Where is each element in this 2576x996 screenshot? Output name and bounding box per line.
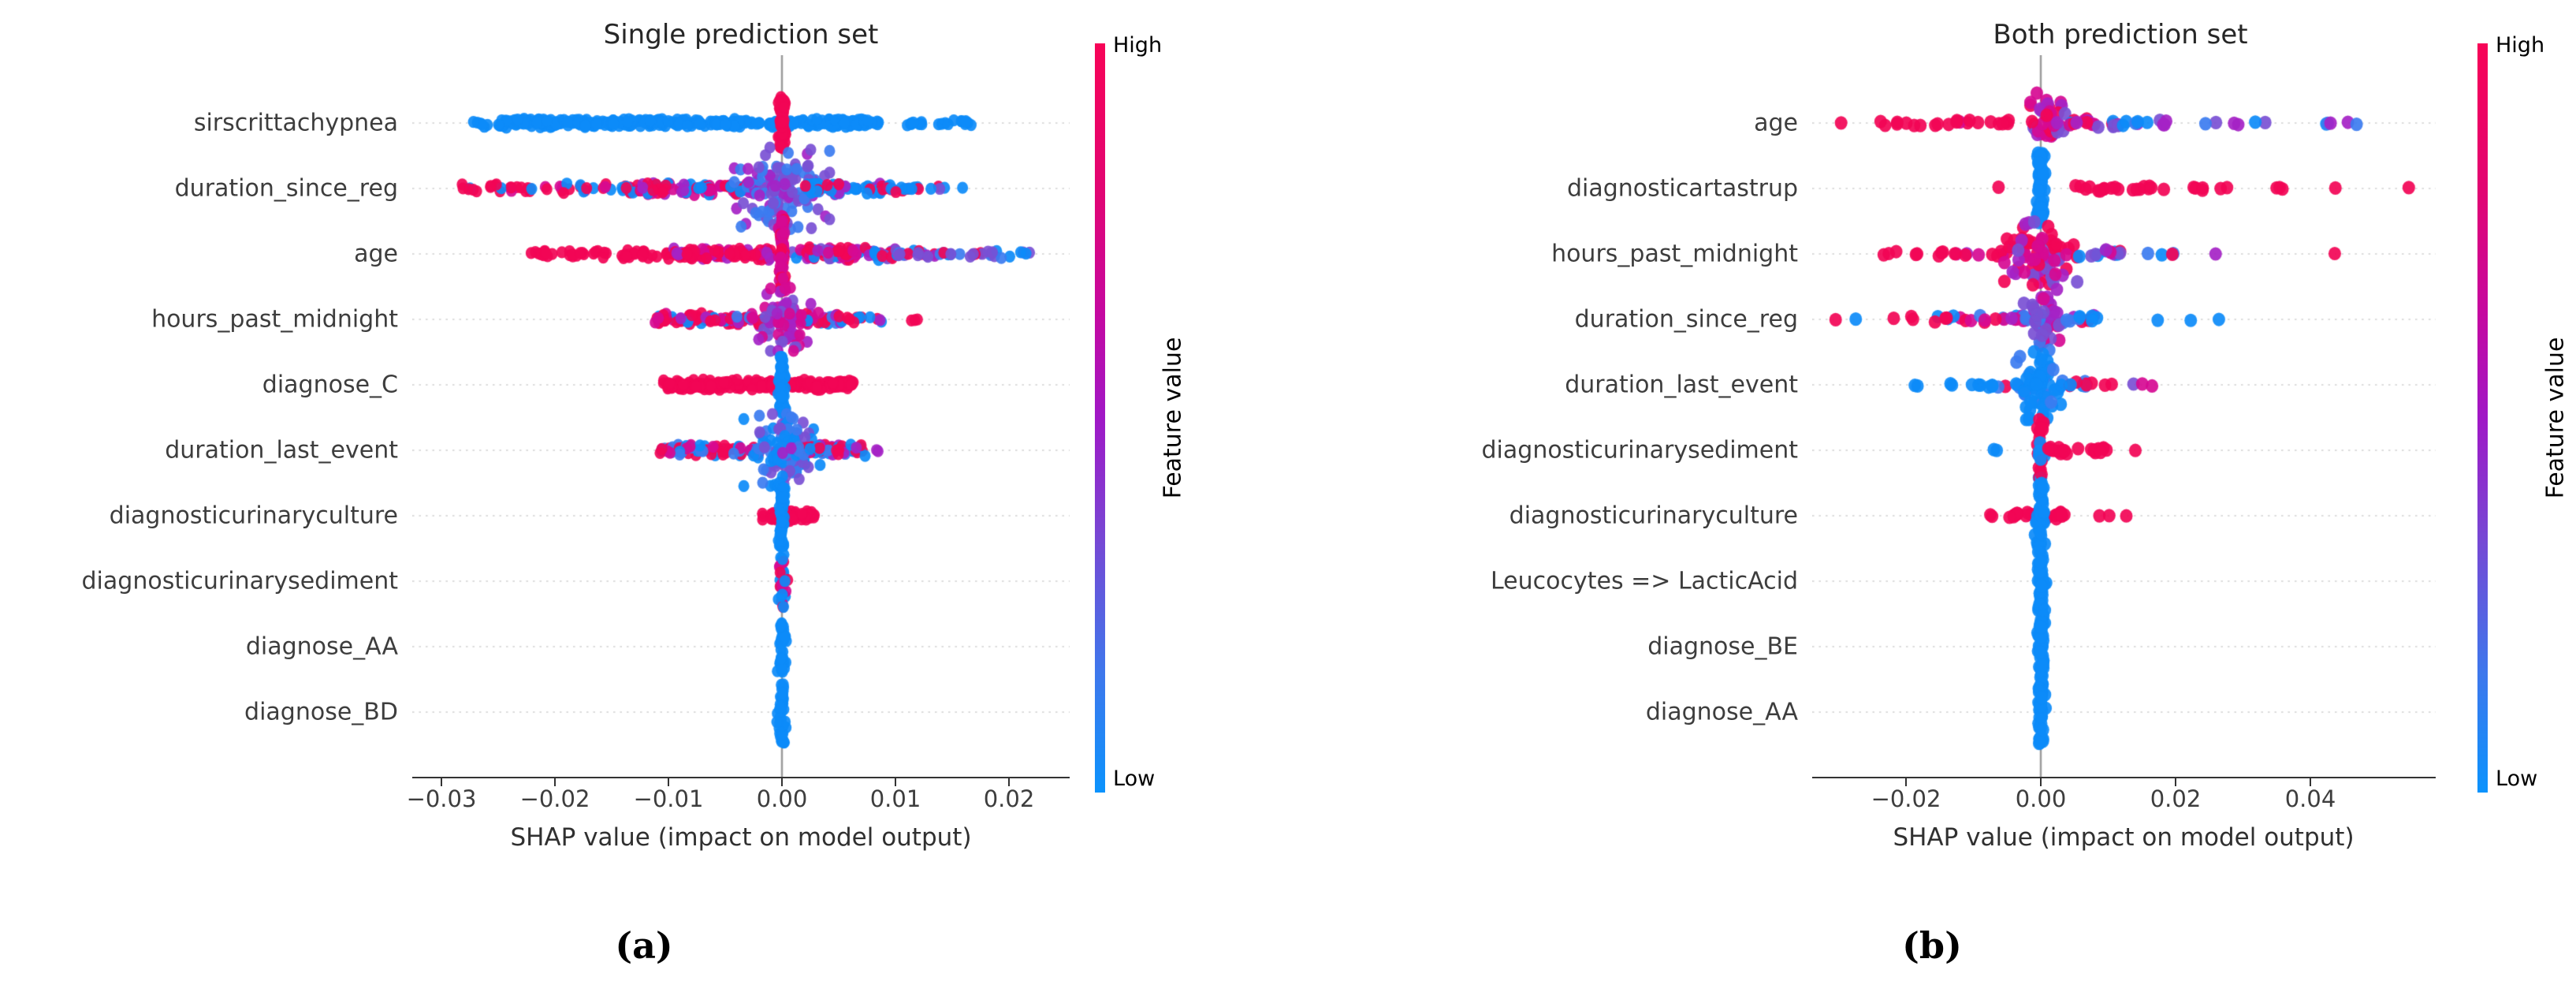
beeswarm-plot-canvas (1812, 55, 2436, 777)
x-tick-label: 0.04 (2284, 785, 2336, 812)
x-tick-mark (1905, 777, 1907, 786)
y-tick-label: diagnosticurinarysediment (1481, 436, 1798, 464)
x-tick-label: 0.00 (2015, 785, 2067, 812)
y-tick-label: Leucocytes => LacticAcid (1491, 567, 1798, 595)
y-tick-label: diagnose_AA (245, 632, 398, 661)
x-axis-label: SHAP value (impact on model output) (510, 823, 972, 852)
x-tick-label: −0.01 (633, 785, 704, 812)
y-tick-label: age (354, 240, 398, 268)
y-tick-label: duration_last_event (1565, 371, 1798, 399)
y-tick-label: diagnosticurinaryculture (1509, 502, 1798, 530)
panel-title: Both prediction set (1993, 19, 2248, 50)
beeswarm-plot-canvas (412, 55, 1070, 777)
x-tick-label: −0.02 (519, 785, 590, 812)
y-tick-label: duration_since_reg (1574, 305, 1798, 334)
x-axis-line (1812, 777, 2436, 778)
y-tick-label: diagnosticurinaryculture (109, 502, 398, 530)
y-tick-label: duration_since_reg (174, 174, 398, 203)
y-tick-label: age (1754, 109, 1798, 137)
x-tick-mark (2040, 777, 2042, 786)
subfigure-caption-b: (b) (1902, 924, 1962, 967)
colorbar-axis-label: Feature value (2541, 337, 2570, 499)
x-tick-label: −0.02 (1871, 785, 1941, 812)
x-axis-line (412, 777, 1070, 778)
y-tick-label: diagnose_AA (1645, 698, 1798, 726)
x-tick-label: −0.03 (406, 785, 477, 812)
x-tick-mark (668, 777, 669, 786)
x-tick-label: 0.02 (983, 785, 1035, 812)
x-tick-mark (781, 777, 783, 786)
y-tick-label: duration_last_event (165, 436, 398, 464)
x-tick-label: 0.01 (869, 785, 921, 812)
colorbar-high-label: High (1113, 33, 1163, 58)
colorbar-axis-label: Feature value (1159, 337, 1187, 499)
y-tick-label: hours_past_midnight (1551, 240, 1798, 268)
x-axis-label: SHAP value (impact on model output) (1893, 823, 2355, 852)
subfigure-caption-a: (a) (615, 924, 673, 967)
colorbar-low-label: Low (2496, 767, 2538, 791)
colorbar-low-label: Low (1113, 767, 1156, 791)
x-tick-mark (2310, 777, 2311, 786)
y-tick-label: diagnosticartastrup (1566, 174, 1798, 203)
feature-value-colorbar (1095, 43, 1105, 793)
x-tick-mark (554, 777, 556, 786)
x-tick-mark (441, 777, 442, 786)
y-tick-label: diagnose_C (262, 371, 398, 399)
feature-value-colorbar (2477, 43, 2488, 793)
colorbar-high-label: High (2496, 33, 2545, 58)
x-tick-mark (1008, 777, 1010, 786)
y-tick-label: sirscrittachypnea (193, 109, 398, 137)
y-tick-label: diagnose_BE (1647, 632, 1798, 661)
y-tick-label: diagnosticurinarysediment (81, 567, 398, 595)
x-tick-label: 0.02 (2150, 785, 2202, 812)
x-tick-label: 0.00 (756, 785, 808, 812)
y-tick-label: hours_past_midnight (151, 305, 398, 334)
x-tick-mark (2175, 777, 2176, 786)
x-tick-mark (895, 777, 896, 786)
y-tick-label: diagnose_BD (244, 698, 398, 726)
panel-title: Single prediction set (603, 19, 879, 50)
